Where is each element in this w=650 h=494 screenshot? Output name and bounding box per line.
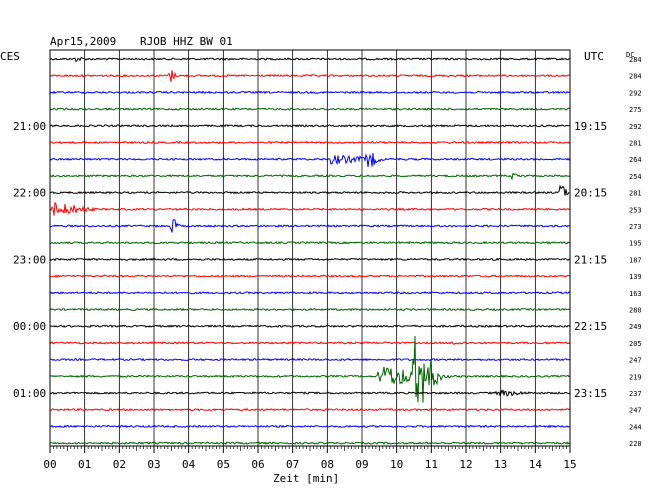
trace-line: [49, 257, 571, 262]
trace-line: [49, 57, 571, 62]
dc-value: 247: [629, 407, 642, 415]
x-axis-ticks: 00 01 02 03 04 05 06 07 08 09 10 11 12 13 14 15: [43, 446, 577, 471]
x-tick-label: 09: [355, 458, 368, 471]
x-tick-label: 02: [113, 458, 126, 471]
local-time-label: 21:00: [13, 120, 46, 133]
x-tick-label: 03: [147, 458, 160, 471]
x-tick-label: 06: [251, 458, 264, 471]
plot-frame: [49, 49, 571, 447]
trace-line: [49, 407, 571, 412]
row-labels: 284 284 292 275 292 21:00 19:15 281 264 254 281 22:…: [13, 56, 642, 448]
dc-value: 187: [629, 256, 642, 264]
dc-value: 249: [629, 323, 642, 331]
dc-value: 284: [629, 73, 642, 81]
trace-line: [49, 201, 571, 216]
trace-line: [49, 290, 571, 295]
utc-time-label: 23:15: [574, 387, 607, 400]
seismic-traces: [49, 57, 571, 445]
dc-label: DC: [626, 51, 634, 59]
x-tick-label: 14: [529, 458, 543, 471]
dc-value: 284: [629, 56, 642, 64]
trace-line: [49, 140, 571, 145]
dc-value: 247: [629, 357, 642, 365]
dc-value: 292: [629, 123, 642, 131]
trace-line: [49, 90, 571, 95]
trace-line: [50, 335, 571, 403]
x-tick-label: 15: [563, 458, 576, 471]
grid-lines: [49, 50, 571, 451]
dc-value: 254: [629, 173, 642, 181]
dc-value: 281: [629, 190, 642, 198]
local-time-label: 01:00: [13, 387, 46, 400]
x-tick-label: 07: [286, 458, 299, 471]
utc-time-label: 21:15: [574, 253, 607, 266]
dc-value: 275: [629, 106, 642, 114]
trace-line: [49, 172, 571, 181]
trace-line: [50, 424, 571, 429]
station-label: RJOB HHZ BW 01: [140, 35, 233, 48]
local-time-label: 22:00: [13, 187, 46, 200]
x-tick-label: 00: [43, 458, 56, 471]
dc-value: 280: [629, 307, 642, 315]
dc-value: 273: [629, 223, 642, 231]
trace-line: [49, 184, 570, 196]
x-tick-label: 13: [494, 458, 507, 471]
x-tick-label: 10: [390, 458, 403, 471]
dc-value: 253: [629, 206, 642, 214]
right-zone-label: UTC: [584, 50, 604, 63]
trace-line: [49, 107, 571, 111]
dc-value: 219: [629, 373, 642, 381]
trace-line: [49, 341, 571, 346]
x-axis-label: Zeit [min]: [273, 472, 339, 485]
trace-line: [49, 240, 571, 245]
left-zone-label: CES: [0, 50, 20, 63]
trace-line: [50, 218, 571, 233]
utc-time-label: 19:15: [574, 120, 607, 133]
dc-value: 205: [629, 340, 642, 348]
trace-line: [49, 441, 571, 445]
trace-line: [49, 153, 571, 167]
dc-value: 292: [629, 89, 642, 97]
dc-value: 139: [629, 273, 642, 281]
utc-time-label: 22:15: [574, 320, 607, 333]
trace-line: [49, 307, 571, 312]
local-time-label: 00:00: [13, 320, 46, 333]
date-label: Apr15,2009: [50, 35, 116, 48]
x-tick-label: 01: [78, 458, 91, 471]
dc-value: 195: [629, 240, 642, 248]
dc-value: 244: [629, 423, 642, 431]
dc-value: 264: [629, 156, 642, 164]
dc-value: 237: [629, 390, 642, 398]
x-tick-label: 08: [321, 458, 334, 471]
dc-value: 163: [629, 290, 642, 298]
trace-line: [49, 70, 570, 82]
x-tick-label: 12: [459, 458, 472, 471]
utc-time-label: 20:15: [574, 187, 607, 200]
trace-line: [49, 274, 571, 278]
trace-line: [49, 123, 571, 128]
local-time-label: 23:00: [13, 253, 46, 266]
trace-line: [49, 357, 571, 362]
x-tick-label: 04: [182, 458, 196, 471]
x-tick-label: 11: [425, 458, 438, 471]
trace-line: [49, 324, 571, 329]
x-tick-label: 05: [217, 458, 230, 471]
dc-value: 228: [629, 440, 642, 448]
dc-value: 281: [629, 140, 642, 148]
trace-line: [49, 389, 571, 397]
